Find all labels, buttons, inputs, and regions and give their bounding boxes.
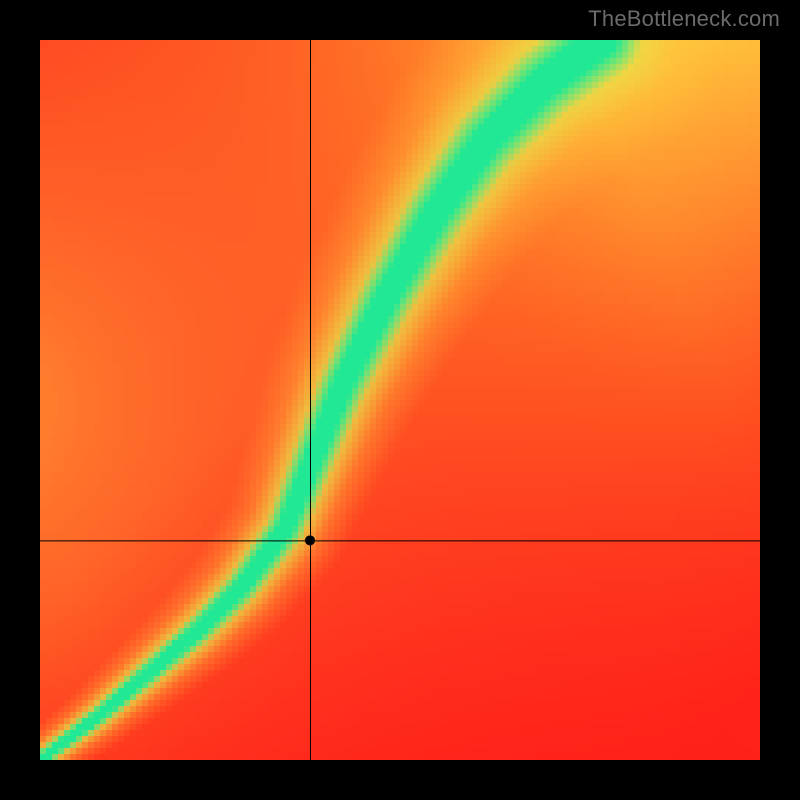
heatmap-canvas bbox=[40, 40, 760, 760]
watermark-text: TheBottleneck.com bbox=[588, 6, 780, 32]
chart-container: TheBottleneck.com bbox=[0, 0, 800, 800]
